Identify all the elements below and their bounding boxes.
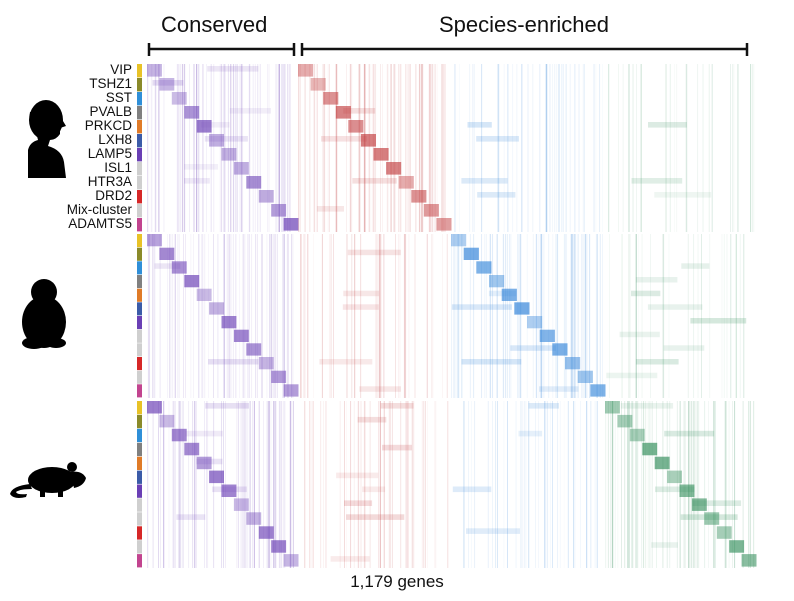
cluster-bar-human-5: [137, 134, 142, 148]
species-enriched-bracket: [300, 43, 749, 56]
mouse-icon: [10, 462, 86, 498]
cluster-bar-mouse-2: [137, 428, 142, 443]
cluster-bar-human-6: [137, 148, 142, 162]
cluster-bar-monkey-2: [137, 261, 142, 275]
conserved-block-human: [147, 64, 299, 232]
row-label-pvalb: PVALB: [89, 104, 132, 119]
cluster-bar-monkey-0: [137, 234, 142, 248]
mouse-enriched-block-monkey: [606, 234, 747, 398]
cluster-bar-monkey-6: [137, 316, 142, 330]
human-enriched-block-human: [298, 64, 452, 232]
mouse-enriched-block-human: [608, 64, 755, 232]
row-label-drd2: DRD2: [95, 188, 132, 203]
cluster-bar-mouse-9: [137, 526, 142, 540]
cluster-bar-monkey-3: [137, 275, 142, 289]
row-label-vip: VIP: [110, 62, 132, 77]
cluster-bar-human-8: [137, 176, 142, 190]
conserved-bracket: [147, 43, 296, 56]
human-icon: [28, 100, 66, 178]
row-label-lxh8: LXH8: [98, 132, 132, 147]
conserved-block-mouse: [147, 401, 299, 568]
monkey-enriched-block-human: [454, 64, 603, 232]
mouse-enriched-block-mouse: [605, 401, 757, 568]
cluster-bar-monkey-5: [137, 302, 142, 316]
species-enriched-header: Species-enriched: [439, 12, 609, 37]
monkey-enriched-block-monkey: [451, 234, 606, 398]
cluster-bar-mouse-1: [137, 414, 142, 429]
cluster-bar-monkey-9: [137, 357, 142, 371]
gene-count-label: 1,179 genes: [350, 572, 444, 591]
row-label-mix-cluster: Mix-cluster: [66, 202, 132, 217]
row-label-tshz1: TSHZ1: [89, 76, 132, 91]
cluster-bar-mouse-5: [137, 470, 142, 484]
row-label-isl1: ISL1: [104, 160, 132, 175]
cluster-bar-monkey-8: [137, 343, 142, 357]
cluster-bar-mouse-4: [137, 456, 142, 470]
cluster-bar-human-2: [137, 92, 142, 106]
cluster-bar-mouse-8: [137, 512, 142, 526]
cluster-bar-human-9: [137, 190, 142, 204]
conserved-header: Conserved: [161, 12, 268, 37]
cluster-bar-monkey-11: [137, 384, 142, 398]
human-enriched-block-mouse: [304, 401, 449, 568]
monkey-enriched-block-mouse: [452, 401, 598, 568]
human-enriched-block-monkey: [300, 234, 448, 398]
cluster-bar-mouse-11: [137, 554, 142, 568]
row-label-lamp5: LAMP5: [87, 146, 132, 161]
cluster-bar-human-11: [137, 218, 142, 232]
cluster-bar-human-1: [137, 78, 142, 92]
heatmap-panels: [147, 64, 757, 568]
cluster-bar-human-7: [137, 162, 142, 176]
cluster-bar-human-3: [137, 106, 142, 120]
conserved-block-monkey: [147, 234, 299, 398]
cluster-bar-monkey-10: [137, 370, 142, 384]
cluster-bar-monkey-1: [137, 247, 142, 261]
cluster-bar-mouse-6: [137, 484, 142, 498]
cluster-bar-mouse-7: [137, 498, 142, 512]
cluster-color-bars: [137, 64, 142, 568]
cluster-bar-human-10: [137, 204, 142, 218]
cluster-bar-mouse-3: [137, 442, 142, 457]
cluster-bar-mouse-0: [137, 401, 142, 415]
row-label-prkcd: PRKCD: [84, 118, 132, 133]
cluster-bar-human-4: [137, 120, 142, 134]
monkey-icon: [22, 279, 66, 349]
row-label-htr3a: HTR3A: [87, 174, 132, 189]
cluster-bar-monkey-7: [137, 329, 142, 343]
cluster-bar-mouse-10: [137, 540, 142, 554]
row-label-sst: SST: [105, 90, 132, 105]
row-label-adamts5: ADAMTS5: [68, 216, 132, 231]
cluster-bar-monkey-4: [137, 288, 142, 302]
cluster-bar-human-0: [137, 64, 142, 78]
